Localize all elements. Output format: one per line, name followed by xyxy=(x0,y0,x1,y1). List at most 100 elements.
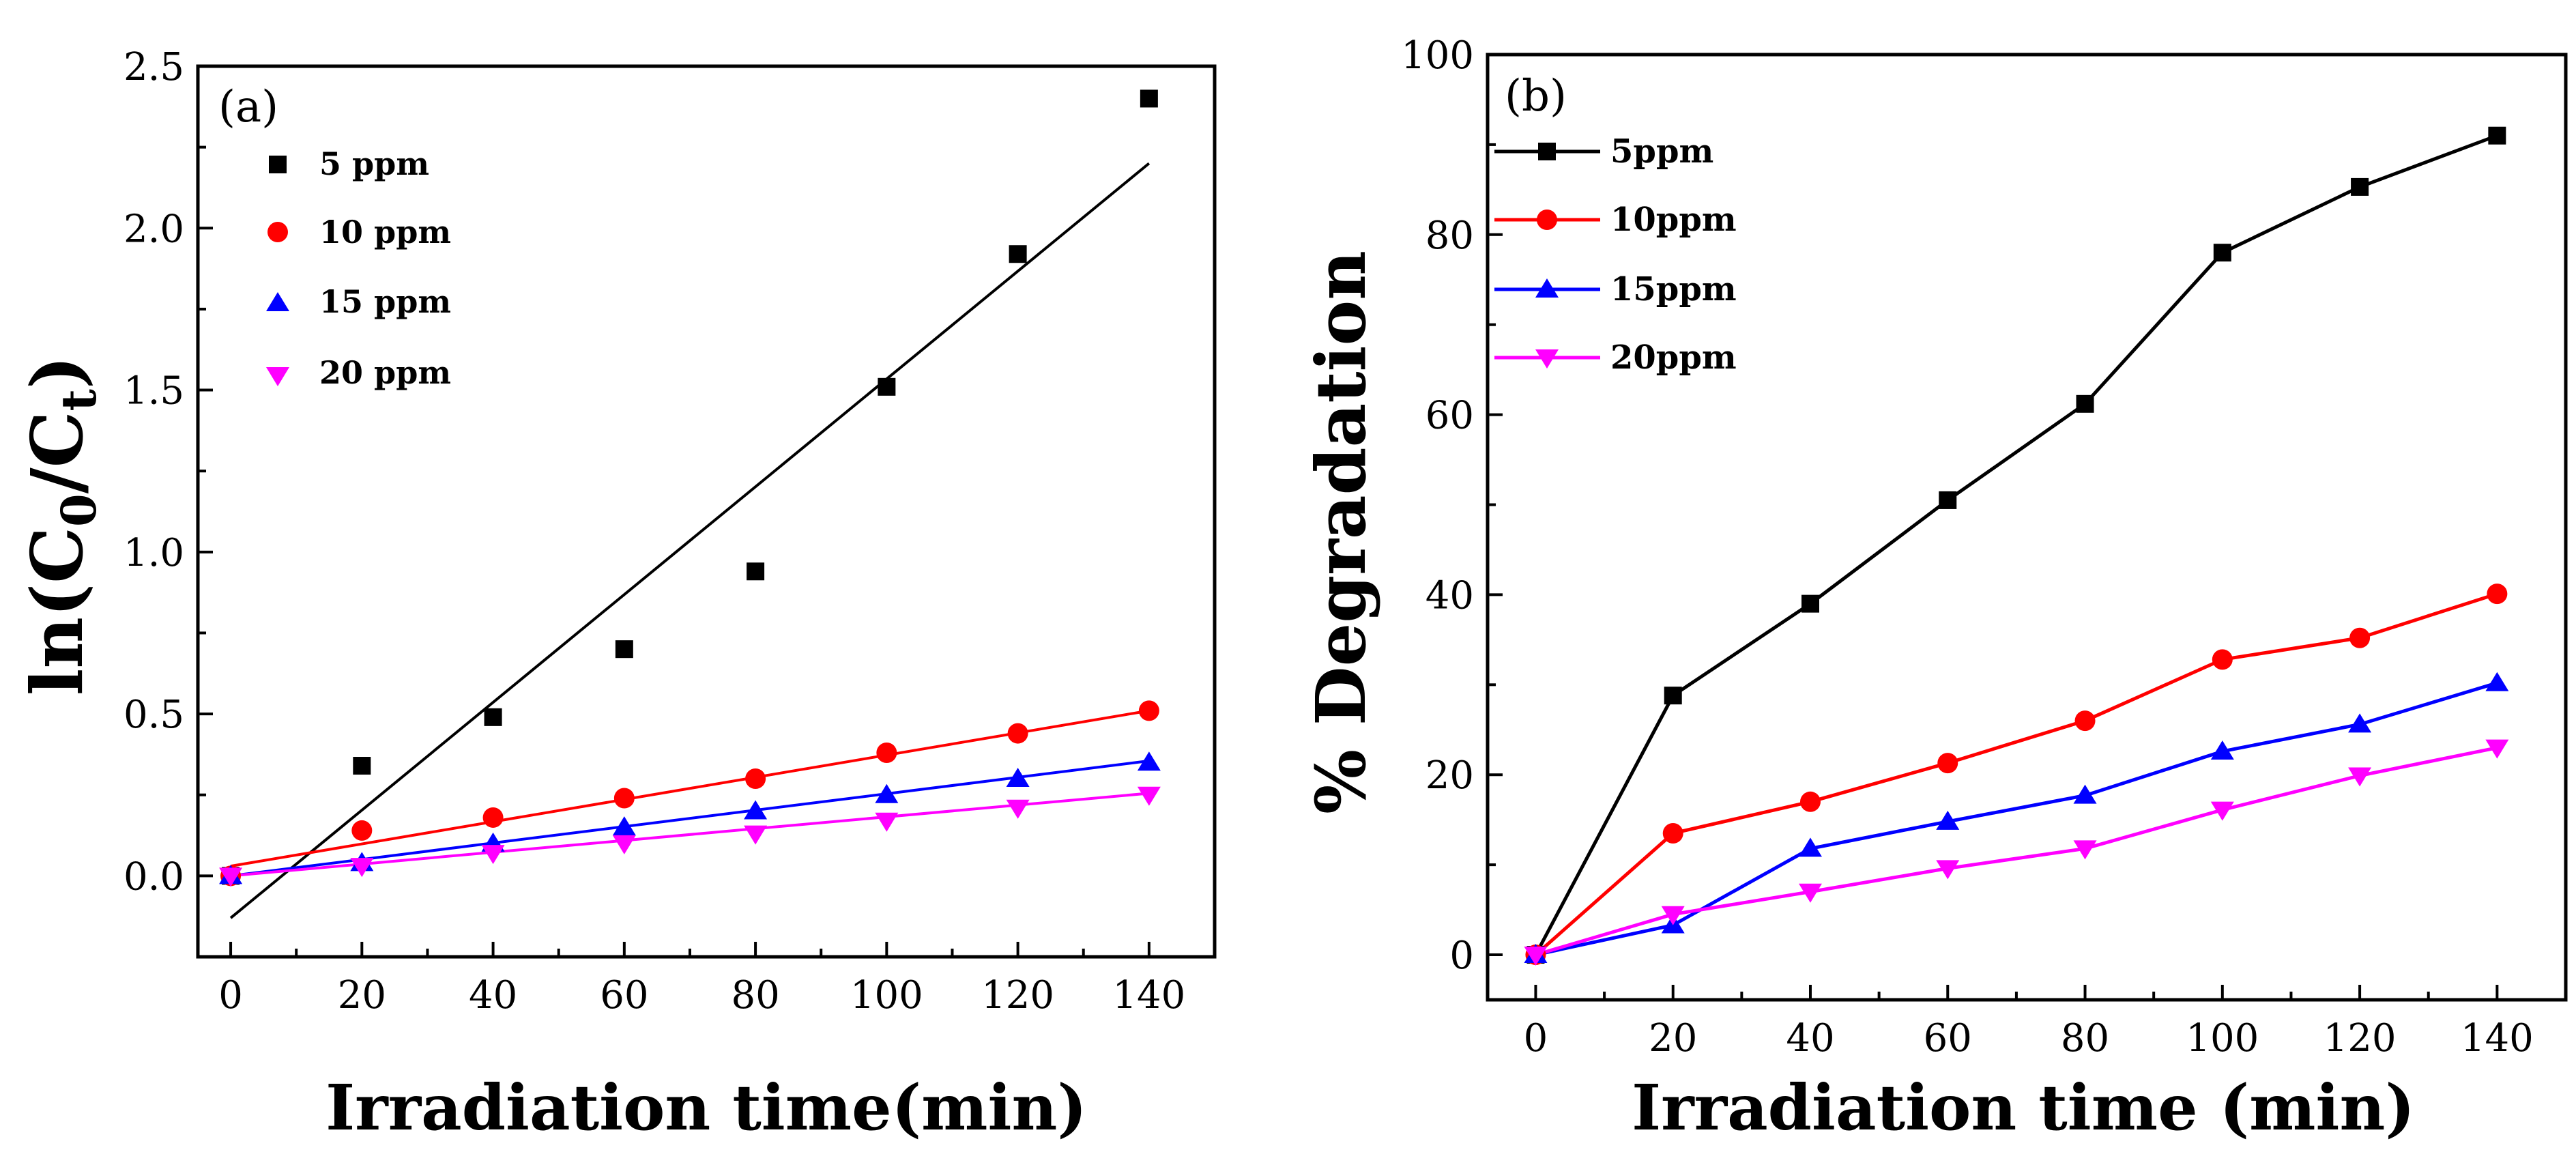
point-5ppm xyxy=(747,562,765,581)
legend-label-20ppm: 20ppm xyxy=(1610,339,1737,377)
y-tick-label: 40 xyxy=(1426,573,1474,618)
point-5ppm xyxy=(1801,594,1819,613)
point-10ppm xyxy=(876,743,897,764)
x-tick-label: 100 xyxy=(2186,1016,2259,1061)
x-tick-label: 100 xyxy=(850,973,923,1018)
series-line-15ppm xyxy=(1535,681,2498,957)
point-15ppm xyxy=(1006,768,1030,787)
panel-a-y-ticks: 0.0 0.5 1.0 1.5 2.0 2.5 xyxy=(124,45,213,899)
x-tick-label: 120 xyxy=(981,973,1054,1018)
legend-label-5ppm: 5 ppm xyxy=(319,145,429,182)
point-20ppm xyxy=(744,825,768,845)
point-5ppm xyxy=(2351,177,2369,196)
y-label-sub-0: 0 xyxy=(50,493,107,527)
x-tick-label: 60 xyxy=(600,973,648,1018)
y-tick-label: 0.0 xyxy=(124,854,184,899)
point-20ppm xyxy=(2210,801,2234,821)
y-tick-label: 80 xyxy=(1426,214,1474,258)
fit-line-5ppm xyxy=(229,162,1150,919)
point-20ppm xyxy=(2073,840,2097,860)
point-20ppm xyxy=(612,835,636,854)
point-10ppm xyxy=(1138,700,1159,721)
x-tick-label: 0 xyxy=(1524,1016,1548,1061)
panel-b-series-lines xyxy=(1534,134,2498,957)
panel-b-label: (b) xyxy=(1505,71,1567,121)
point-5ppm xyxy=(1664,687,1682,705)
legend-marker-10ppm xyxy=(1537,210,1557,230)
point-20ppm xyxy=(875,812,899,832)
x-tick-label: 0 xyxy=(218,973,243,1018)
legend-marker-10ppm xyxy=(267,222,288,242)
point-5ppm xyxy=(615,640,633,659)
point-20ppm xyxy=(219,867,243,887)
point-5ppm xyxy=(1009,245,1027,263)
point-20ppm xyxy=(1524,947,1548,966)
point-15ppm xyxy=(2485,672,2509,691)
legend-marker-20ppm xyxy=(1535,349,1559,369)
fit-line-15ppm xyxy=(230,759,1150,878)
x-tick-label: 40 xyxy=(1786,1016,1834,1061)
point-5ppm xyxy=(1140,89,1158,108)
point-20ppm xyxy=(1661,906,1685,925)
legend-label-5ppm: 5ppm xyxy=(1610,132,1713,171)
point-20ppm xyxy=(1137,786,1161,806)
y-tick-label: 0.5 xyxy=(124,693,184,737)
legend-marker-15ppm xyxy=(1535,278,1559,298)
y-tick-label: 1.5 xyxy=(124,369,184,414)
point-5ppm xyxy=(878,377,896,396)
series-line-20ppm xyxy=(1535,746,2498,957)
point-20ppm xyxy=(1006,799,1030,819)
legend-marker-5ppm xyxy=(1538,143,1556,160)
legend-marker-5ppm xyxy=(269,156,287,173)
panel-a-data-marks xyxy=(219,89,1161,887)
panel-b-legend: 5ppm 10ppm 15ppm 20ppm xyxy=(1494,132,1737,377)
point-10ppm xyxy=(613,788,635,809)
point-20ppm xyxy=(481,845,505,865)
x-tick-label: 40 xyxy=(469,973,517,1018)
point-5ppm xyxy=(353,757,371,775)
point-5ppm xyxy=(2488,126,2506,145)
panel-a-x-axis-label: Irradiation time(min) xyxy=(325,1071,1087,1144)
point-15ppm xyxy=(2210,740,2234,760)
point-10ppm xyxy=(745,768,766,789)
x-tick-label: 60 xyxy=(1924,1016,1972,1061)
point-10ppm xyxy=(1662,822,1683,844)
fit-line-20ppm xyxy=(230,792,1150,878)
point-15ppm xyxy=(1137,751,1161,771)
point-15ppm xyxy=(2073,784,2097,804)
y-tick-label: 100 xyxy=(1401,33,1474,78)
y-tick-label: 2.5 xyxy=(124,45,184,89)
panel-b-frame xyxy=(1486,53,2568,1002)
panel-a-y-axis-label: ln(C0/Ct) xyxy=(15,356,107,695)
x-tick-label: 140 xyxy=(2461,1016,2534,1061)
panel-b-x-axis-label: Irradiation time (min) xyxy=(1632,1071,2415,1144)
y-label-part-ln: ln(C xyxy=(15,527,99,695)
panel-a-fit-lines xyxy=(229,162,1150,919)
point-5ppm xyxy=(2213,244,2231,262)
point-15ppm xyxy=(744,800,768,820)
point-15ppm xyxy=(612,816,636,836)
panel-b-data-marks xyxy=(1524,126,2509,966)
point-20ppm xyxy=(2348,767,2372,787)
x-tick-label: 80 xyxy=(2061,1016,2109,1061)
point-10ppm xyxy=(2487,584,2508,605)
panel-a-x-ticks: 0 20 40 60 80 100 120 140 xyxy=(218,942,1185,1018)
panel-a: 0 20 40 60 80 100 120 140 0.0 0.5 1.0 1.5 2.0 2.5 (a… xyxy=(15,45,1217,1144)
x-tick-label: 20 xyxy=(338,973,386,1018)
legend-label-10ppm: 10 ppm xyxy=(319,214,451,250)
legend-label-15ppm: 15 ppm xyxy=(319,283,451,320)
y-tick-label: 20 xyxy=(1426,753,1474,798)
legend-label-15ppm: 15ppm xyxy=(1610,270,1737,308)
point-10ppm xyxy=(2212,649,2233,670)
x-tick-label: 80 xyxy=(731,973,779,1018)
series-line-5ppm xyxy=(1534,134,2498,956)
panel-a-label: (a) xyxy=(218,82,278,132)
series-line-10ppm xyxy=(1534,592,2498,956)
point-10ppm xyxy=(351,820,373,841)
y-tick-label: 60 xyxy=(1426,394,1474,438)
point-5ppm xyxy=(2076,394,2094,413)
legend-marker-20ppm xyxy=(266,367,289,386)
point-15ppm xyxy=(875,783,899,803)
point-15ppm xyxy=(1798,837,1822,857)
